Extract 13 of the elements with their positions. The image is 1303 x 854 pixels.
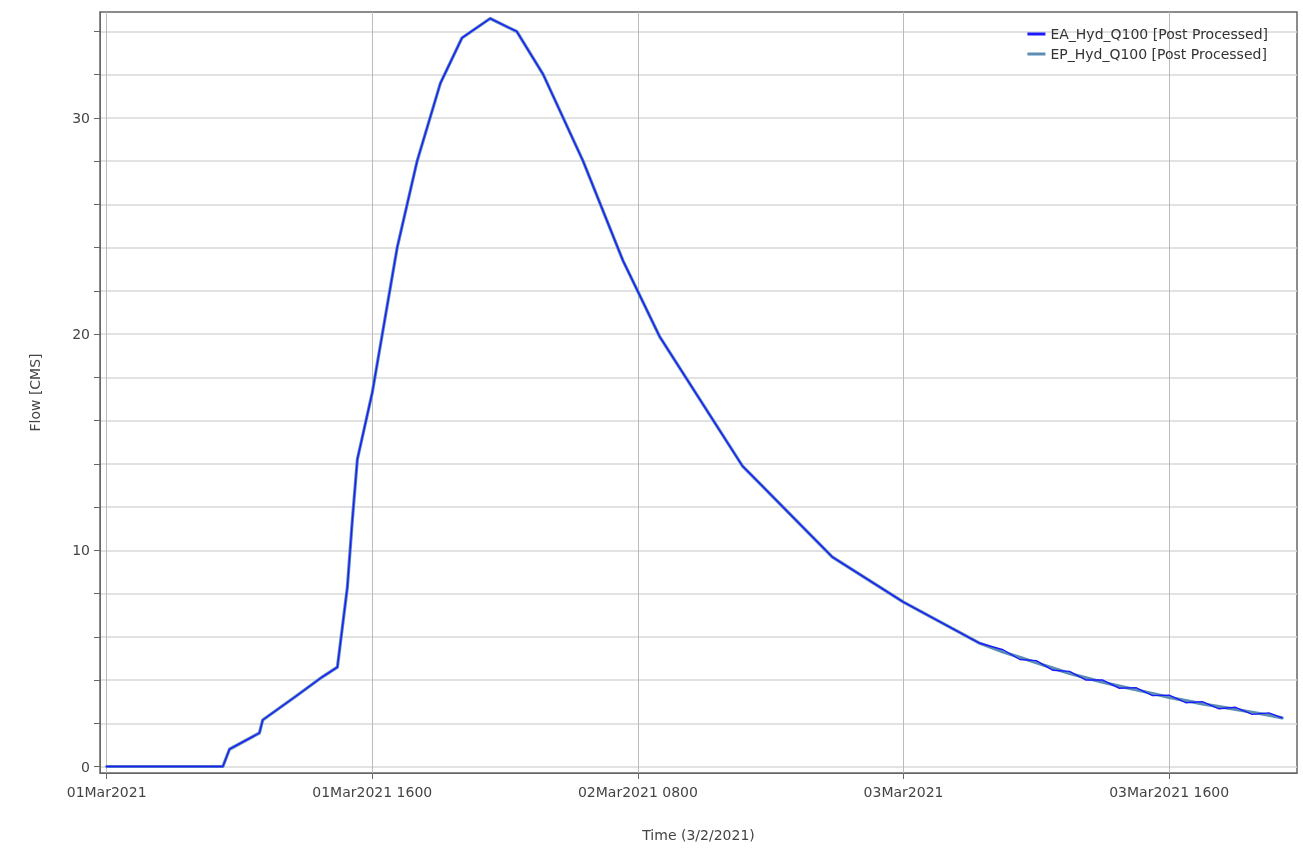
- y-tick-label: 0: [81, 758, 90, 775]
- x-axis-title: Time (3/2/2021): [641, 827, 755, 843]
- y-tick-label: 20: [72, 326, 90, 343]
- legend-label: EP_Hyd_Q100 [Post Processed]: [1050, 46, 1267, 62]
- x-tick-label: 02Mar2021 0800: [577, 784, 698, 800]
- legend-label: EA_Hyd_Q100 [Post Processed]: [1050, 26, 1269, 42]
- x-tick-label: 01Mar2021: [66, 784, 147, 800]
- x-tick-label: 03Mar2021: [863, 784, 944, 800]
- y-axis-title: Flow [CMS]: [27, 353, 43, 432]
- x-tick-label: 03Mar2021 1600: [1109, 784, 1230, 800]
- x-tick-label: 01Mar2021 1600: [312, 784, 433, 800]
- y-tick-label: 30: [72, 109, 90, 126]
- y-tick-label: 10: [72, 542, 90, 559]
